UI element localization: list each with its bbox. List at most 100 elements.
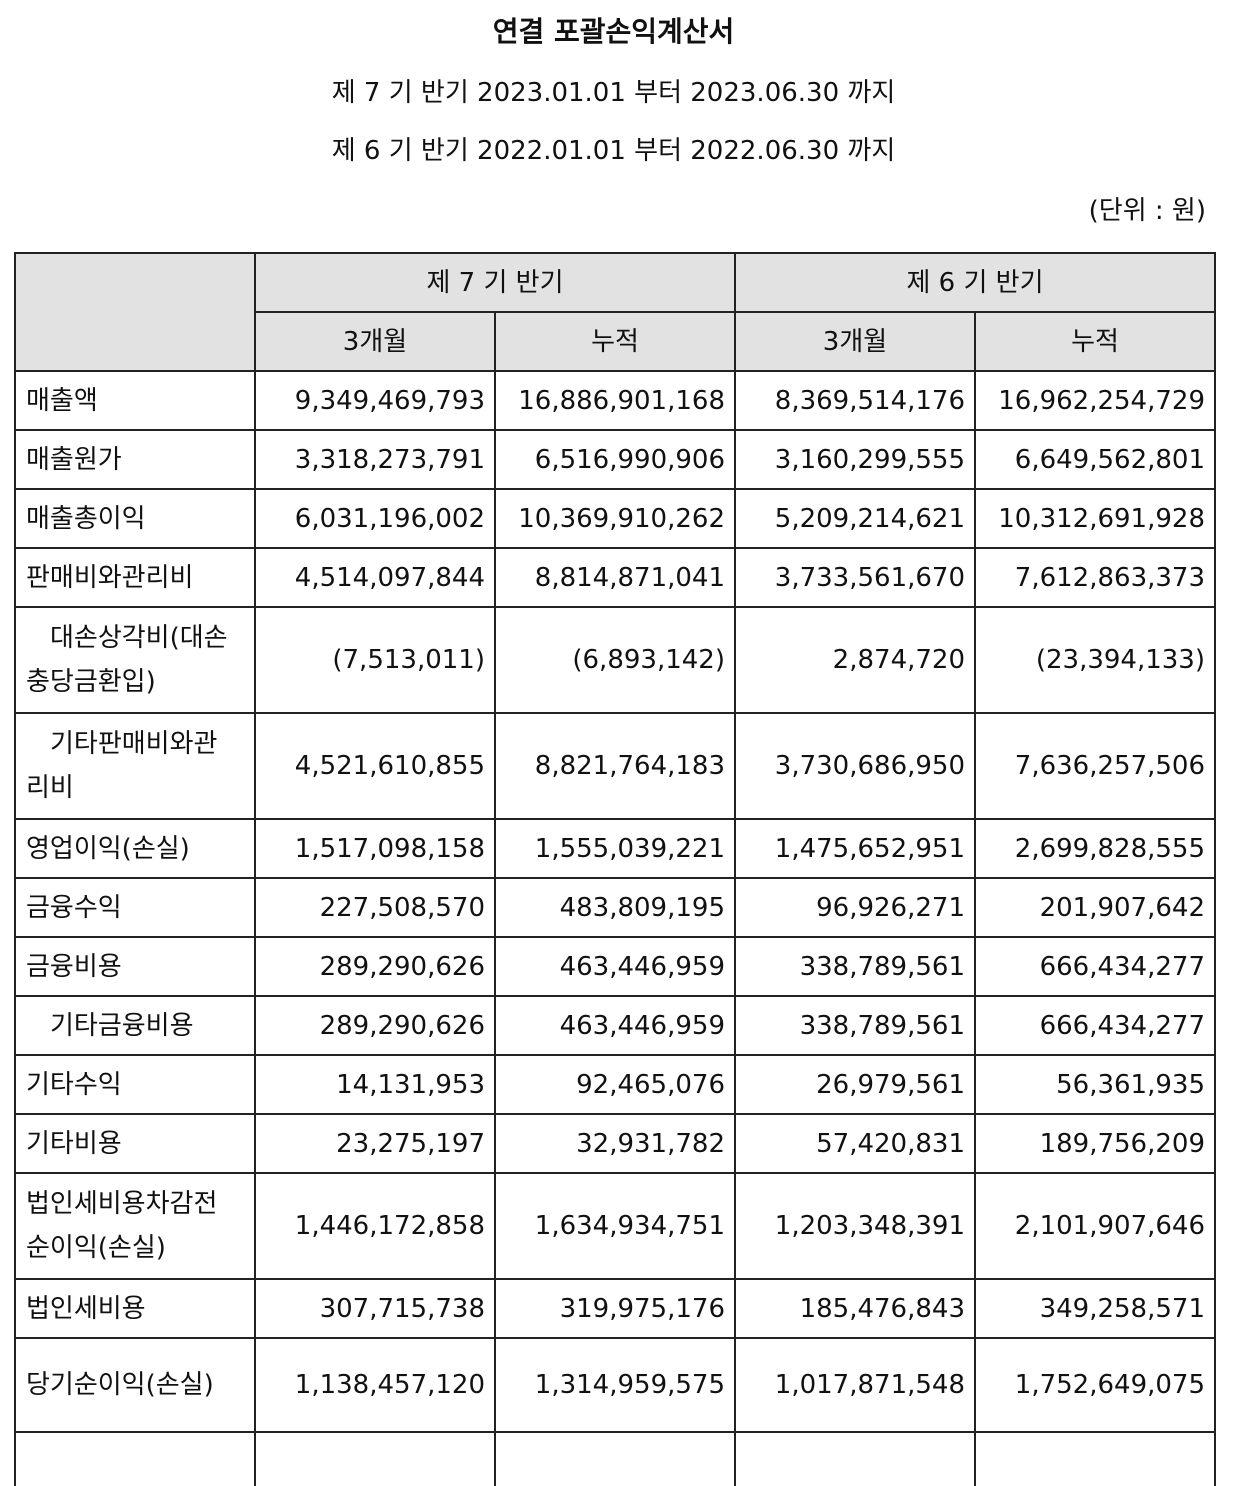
header-current-half: 제 7 기 반기 [254,252,736,313]
row-label: 당기순이익(손실) [14,1337,256,1433]
cell-value: 57,420,831 [734,1113,976,1174]
table-row: 기타수익 14,131,953 92,465,076 26,979,561 56… [14,1054,1216,1115]
unit-label: (단위 : 원) [1088,196,1206,226]
cell-value: 56,361,935 [974,1054,1216,1115]
cell-value: 463,446,959 [494,995,736,1056]
cell-value: 227,508,570 [254,877,496,938]
table-row: 대손상각비(대손 충당금환입) (7,513,011) (6,893,142) 2… [14,606,1216,714]
cell-value: 1,475,652,951 [734,818,976,879]
cell-value: 1,138,457,120 [254,1337,496,1433]
cell-value: 349,258,571 [974,1278,1216,1339]
cell-value: 10,369,910,262 [494,488,736,549]
header-blank [14,252,256,372]
cell-value: 338,789,561 [734,936,976,997]
row-label: 기타금융비용 [14,995,256,1056]
cell-value: 5,209,214,621 [734,488,976,549]
cell-value: 8,814,871,041 [494,547,736,608]
table-row: 매출총이익 6,031,196,002 10,369,910,262 5,209… [14,488,1216,549]
table-row: 기타금융비용 289,290,626 463,446,959 338,789,5… [14,995,1216,1056]
cell-value: 1,017,871,548 [734,1337,976,1433]
cell-value: 289,290,626 [254,936,496,997]
cell-value: 3,733,561,670 [734,547,976,608]
row-label: 매출액 [14,370,256,431]
row-label-line1: 기타판매비와관 [50,729,218,759]
cell-value: 16,886,901,168 [494,370,736,431]
row-label: 매출총이익 [14,488,256,549]
cell-value: 1,314,959,575 [494,1337,736,1433]
cell-value: 463,446,959 [494,936,736,997]
cell-value: 185,476,843 [734,1278,976,1339]
cell-value: 7,612,863,373 [974,547,1216,608]
table-row: 법인세비용차감전 순이익(손실) 1,446,172,858 1,634,934,… [14,1172,1216,1280]
cell-value: 3,730,686,950 [734,712,976,820]
cell-value: 6,516,990,906 [494,429,736,490]
table-row: 당기순이익(손실) 1,138,457,120 1,314,959,575 1,… [14,1337,1216,1433]
cell-value: 8,821,764,183 [494,712,736,820]
cell-value: 92,465,076 [494,1054,736,1115]
table-row: 매출액 9,349,469,793 16,886,901,168 8,369,5… [14,370,1216,431]
table-row: 금융수익 227,508,570 483,809,195 96,926,271 … [14,877,1216,938]
group-header-row: 제 7 기 반기 제 6 기 반기 [14,252,1216,372]
cell-value: (7,513,011) [254,606,496,714]
cell-value: 1,555,039,221 [494,818,736,879]
row-label-line1: 법인세비용차감전 [26,1189,218,1219]
cell-value: 4,521,610,855 [254,712,496,820]
cell-value: 8,369,514,176 [734,370,976,431]
row-label: 법인세비용 [14,1278,256,1339]
cell-value: 7,636,257,506 [974,712,1216,820]
row-label: 매출원가 [14,429,256,490]
cell-value: 3,160,299,555 [734,429,976,490]
sub-header-row: 3개월 누적 3개월 누적 [15,311,1216,372]
table-row: 판매비와관리비 4,514,097,844 8,814,871,041 3,73… [14,547,1216,608]
table-row: 영업이익(손실) 1,517,098,158 1,555,039,221 1,4… [14,818,1216,879]
cell-value: 1,446,172,858 [254,1172,496,1280]
cell-value: 26,979,561 [734,1054,976,1115]
header-prior-cumulative: 누적 [974,311,1216,372]
cell-value: 14,131,953 [254,1054,496,1115]
cell-value: 666,434,277 [974,936,1216,997]
cell-value: 4,514,097,844 [254,547,496,608]
cell-value: 319,975,176 [494,1278,736,1339]
header-current-3m: 3개월 [254,311,496,372]
cell-value: 338,789,561 [734,995,976,1056]
cell-value: 23,275,197 [254,1113,496,1174]
cell-value: 1,517,098,158 [254,818,496,879]
cell-value: 201,907,642 [974,877,1216,938]
table-row: 금융비용 289,290,626 463,446,959 338,789,561… [14,936,1216,997]
cell-value: 189,756,209 [974,1113,1216,1174]
cell-value: (6,893,142) [494,606,736,714]
row-label: 금융비용 [14,936,256,997]
cell-value: 6,031,196,002 [254,488,496,549]
table-row: 법인세비용 307,715,738 319,975,176 185,476,84… [14,1278,1216,1339]
cell-value: 10,312,691,928 [974,488,1216,549]
cell-value: 1,203,348,391 [734,1172,976,1280]
cell-value: 96,926,271 [734,877,976,938]
row-label-line2: 리비 [26,773,74,803]
row-label: 기타비용 [14,1113,256,1174]
header-prior-3m: 3개월 [734,311,976,372]
cell-value: 289,290,626 [254,995,496,1056]
cell-value: 9,349,469,793 [254,370,496,431]
cell-value: 32,931,782 [494,1113,736,1174]
header-prior-half: 제 6 기 반기 [734,252,1216,313]
cell-value: 1,634,934,751 [494,1172,736,1280]
row-label: 판매비와관리비 [14,547,256,608]
cell-value: 3,318,273,791 [254,429,496,490]
cell-value: 2,874,720 [734,606,976,714]
cell-value: 2,101,907,646 [974,1172,1216,1280]
row-label: 법인세비용차감전 순이익(손실) [14,1172,256,1280]
cell-value: 666,434,277 [974,995,1216,1056]
cell-value: 2,699,828,555 [974,818,1216,879]
statement-title: 연결 포괄손익계산서 [492,15,735,48]
cell-value: 307,715,738 [254,1278,496,1339]
row-label: 기타수익 [14,1054,256,1115]
table-row: 매출원가 3,318,273,791 6,516,990,906 3,160,2… [14,429,1216,490]
row-label: 대손상각비(대손 충당금환입) [14,606,256,714]
cell-value: 6,649,562,801 [974,429,1216,490]
cell-value: 1,752,649,075 [974,1337,1216,1433]
row-label-line1: 대손상각비(대손 [50,623,228,653]
row-label: 금융수익 [14,877,256,938]
cell-value: (23,394,133) [974,606,1216,714]
